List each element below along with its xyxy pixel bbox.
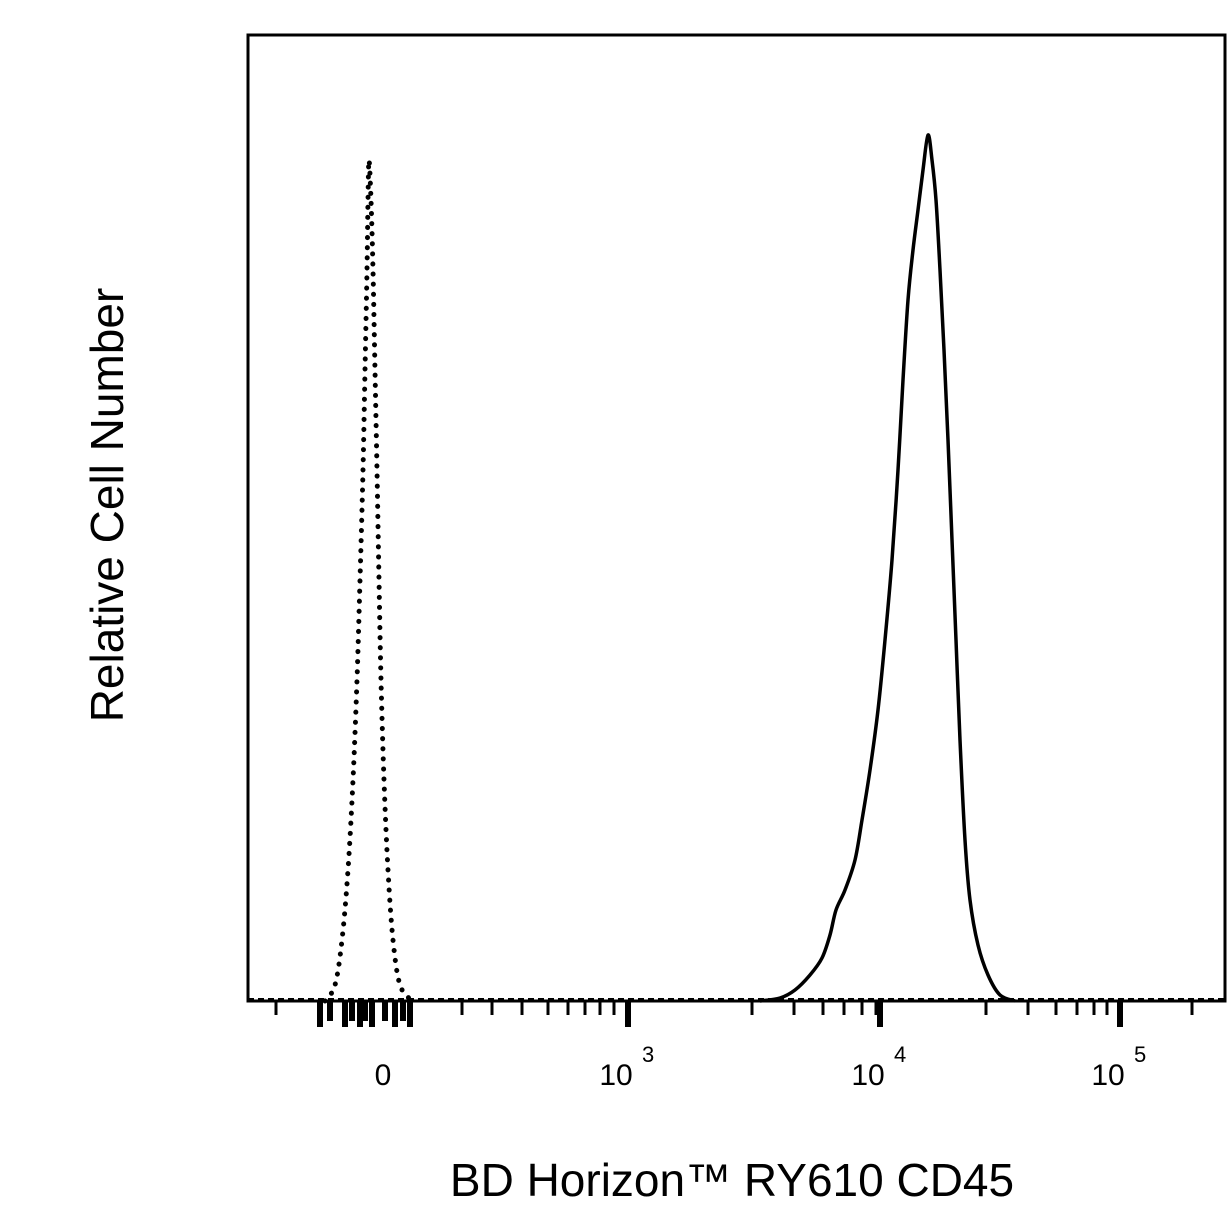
tick-label-exponent: 3 — [642, 1042, 654, 1067]
tick-label-exponent: 4 — [894, 1042, 906, 1067]
x-axis-label: BD Horizon™ RY610 CD45 — [449, 1154, 1015, 1206]
cd45-stained-curve — [759, 133, 1016, 1003]
tick-label: 10 — [1091, 1059, 1124, 1092]
x-axis-tick-labels: 0 10 3 10 4 10 5 — [375, 1042, 1147, 1092]
tick-label: 10 — [851, 1059, 884, 1092]
y-axis-label: Relative Cell Number — [81, 287, 133, 723]
tick-label: 0 — [375, 1059, 392, 1092]
tick-label: 10 — [599, 1059, 632, 1092]
tick-label-exponent: 5 — [1134, 1042, 1146, 1067]
x-axis-ticks — [274, 1001, 1194, 1027]
plot-frame — [246, 33, 1227, 1003]
isotype-control-curve — [322, 157, 415, 1004]
